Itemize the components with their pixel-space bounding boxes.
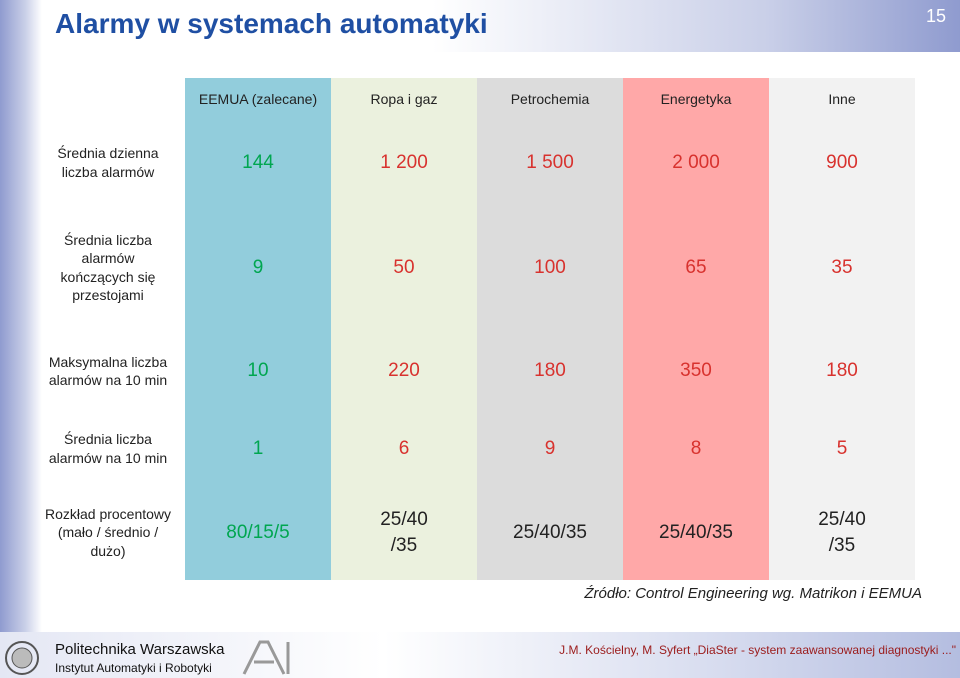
cell: 65 [685, 256, 707, 278]
column-header: Inne [828, 91, 856, 107]
cell: 9 [252, 256, 264, 278]
cell: 50 [393, 256, 415, 278]
cell: 100 [534, 256, 566, 278]
cell: 900 [826, 151, 858, 173]
cell: 6 [398, 437, 410, 459]
cell: 25/40/35 [513, 521, 587, 543]
column-bg [769, 78, 915, 580]
cell: 25/40 /35 [818, 508, 866, 556]
column-header: Petrochemia [510, 91, 590, 107]
column-bg [477, 78, 623, 580]
logo-air [242, 640, 290, 675]
cell: 80/15/5 [226, 521, 290, 543]
cell: 25/40 /35 [380, 508, 428, 556]
side-band [0, 0, 42, 640]
cell: 350 [680, 360, 712, 382]
cell: 144 [242, 151, 274, 173]
cell: 180 [534, 360, 566, 382]
row-label: Maksymalna liczba alarmów na 10 min [48, 353, 168, 388]
footer-band [0, 632, 960, 678]
row-label: Średnia liczba alarmów kończących się pr… [60, 232, 156, 303]
cell: 9 [544, 437, 556, 459]
column-bg [331, 78, 477, 580]
row-label: Średnia liczba alarmów na 10 min [48, 431, 168, 466]
title: Alarmy w systemach automatyki [55, 8, 488, 39]
cell: 220 [388, 360, 420, 382]
institute: Instytut Automatyki i Robotyki [55, 661, 212, 675]
cell: 1 200 [380, 151, 428, 173]
column-header: Energetyka [660, 91, 732, 107]
cell: 2 000 [672, 151, 720, 173]
cell: 1 500 [526, 151, 574, 173]
column-header: Ropa i gaz [370, 91, 438, 107]
cell: 8 [690, 437, 702, 459]
source: Źródło: Control Engineering wg. Matrikon… [584, 585, 922, 602]
university: Politechnika Warszawska [55, 641, 225, 658]
cell: 180 [826, 360, 858, 382]
column-bg [623, 78, 769, 580]
cell: 10 [247, 360, 269, 382]
row-label: Rozkład procentowy (mało / średnio / duż… [44, 506, 172, 559]
header-band [0, 0, 960, 52]
authors: J.M. Kościelny, M. Syfert „DiaSter - sys… [559, 643, 956, 657]
page-number: 15 [925, 6, 946, 26]
cell: 1 [252, 437, 264, 459]
column-header: EEMUA (zalecane) [198, 91, 318, 107]
cell: 25/40/35 [659, 521, 733, 543]
column-bg [185, 78, 331, 580]
cell: 35 [831, 256, 853, 278]
cell: 5 [836, 437, 848, 459]
logo-pw [5, 641, 39, 675]
row-label: Średnia dzienna liczba alarmów [57, 145, 159, 180]
